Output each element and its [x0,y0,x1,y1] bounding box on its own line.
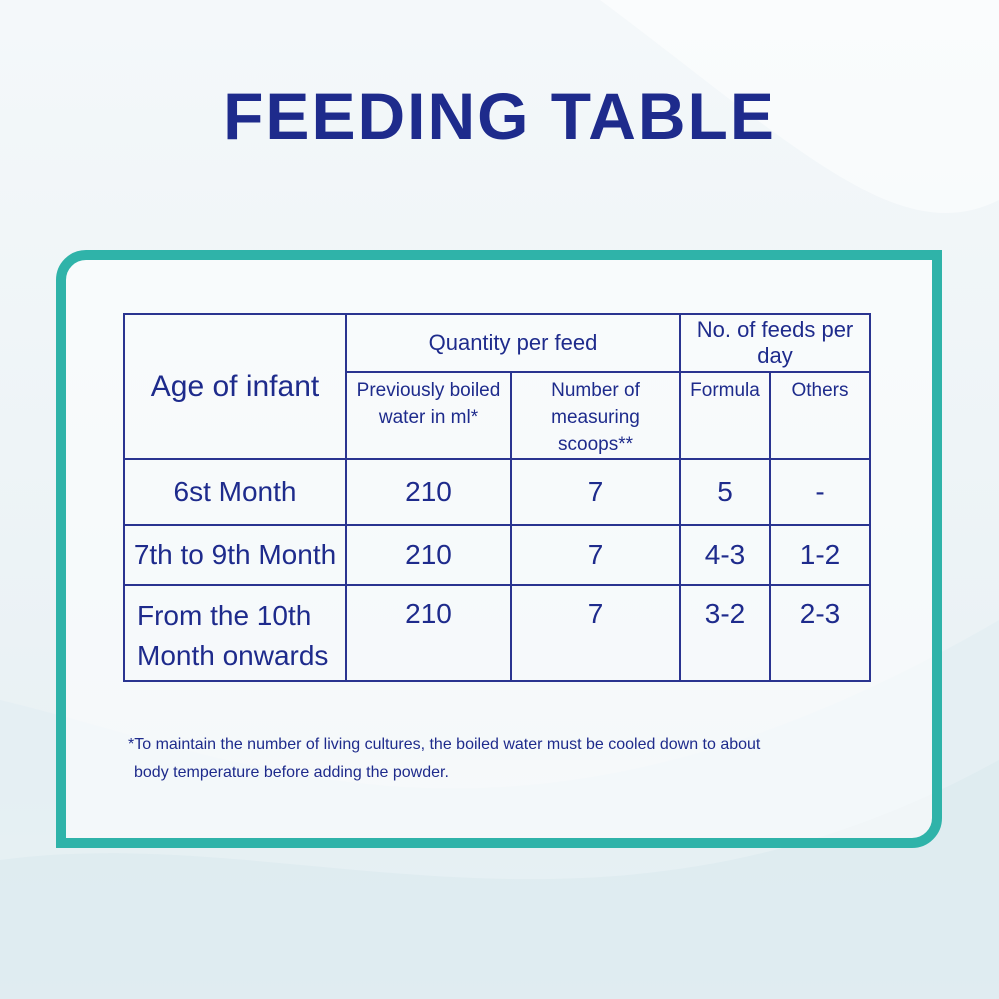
cell-age: 6st Month [123,458,347,526]
cell-age: 7th to 9th Month [123,524,347,586]
header-feeds-per-day: No. of feeds per day [679,313,871,373]
header-row-2: Previously boiled water in ml* Number of… [124,371,871,460]
cell-formula: 4-3 [679,524,771,586]
header-scoops-line1: Number of [551,380,640,401]
page-title: FEEDING TABLE [223,79,776,153]
cell-age-line2: Month onwards [137,640,329,671]
feeding-table: Age of infant Quantity per feed No. of f… [123,313,871,682]
header-quantity-per-feed: Quantity per feed [345,313,681,373]
footnote-line-2: body temperature before adding the powde… [134,764,449,781]
table-row: From the 10th Month onwards 210 7 3-2 2-… [123,584,871,682]
cell-age: From the 10th Month onwards [123,584,347,682]
header-formula: Formula [679,371,771,460]
cell-formula: 3-2 [679,584,771,682]
cell-others: 2-3 [769,584,871,682]
cell-others: 1-2 [769,524,871,586]
footnote-line-1: *To maintain the number of living cultur… [128,736,761,753]
cell-scoops: 7 [510,584,681,682]
header-scoops-line2: measuring scoops** [551,407,640,455]
cell-formula: 5 [679,458,771,526]
header-age: Age of infant [123,313,347,460]
header-row-1: Age of infant Quantity per feed No. of f… [123,313,871,460]
cell-water: 210 [345,458,512,526]
cell-others: - [769,458,871,526]
cell-water: 210 [345,524,512,586]
cell-scoops: 7 [510,524,681,586]
table-row: 7th to 9th Month 210 7 4-3 1-2 [123,524,871,586]
table-row: 6st Month 210 7 5 - [123,458,871,526]
cell-water: 210 [345,584,512,682]
header-scoops: Number of measuring scoops** [510,371,681,460]
cell-age-line1: From the 10th [137,600,312,631]
cell-scoops: 7 [510,458,681,526]
footnote: *To maintain the number of living cultur… [128,731,828,787]
header-water: Previously boiled water in ml* [345,371,512,460]
header-water-line2: water in ml* [378,407,479,428]
header-water-line1: Previously boiled [356,380,501,401]
header-others: Others [769,371,871,460]
